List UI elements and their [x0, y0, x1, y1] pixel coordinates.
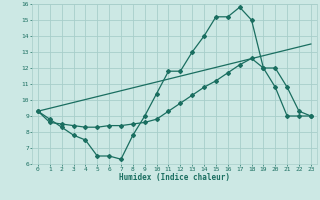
X-axis label: Humidex (Indice chaleur): Humidex (Indice chaleur) [119, 173, 230, 182]
